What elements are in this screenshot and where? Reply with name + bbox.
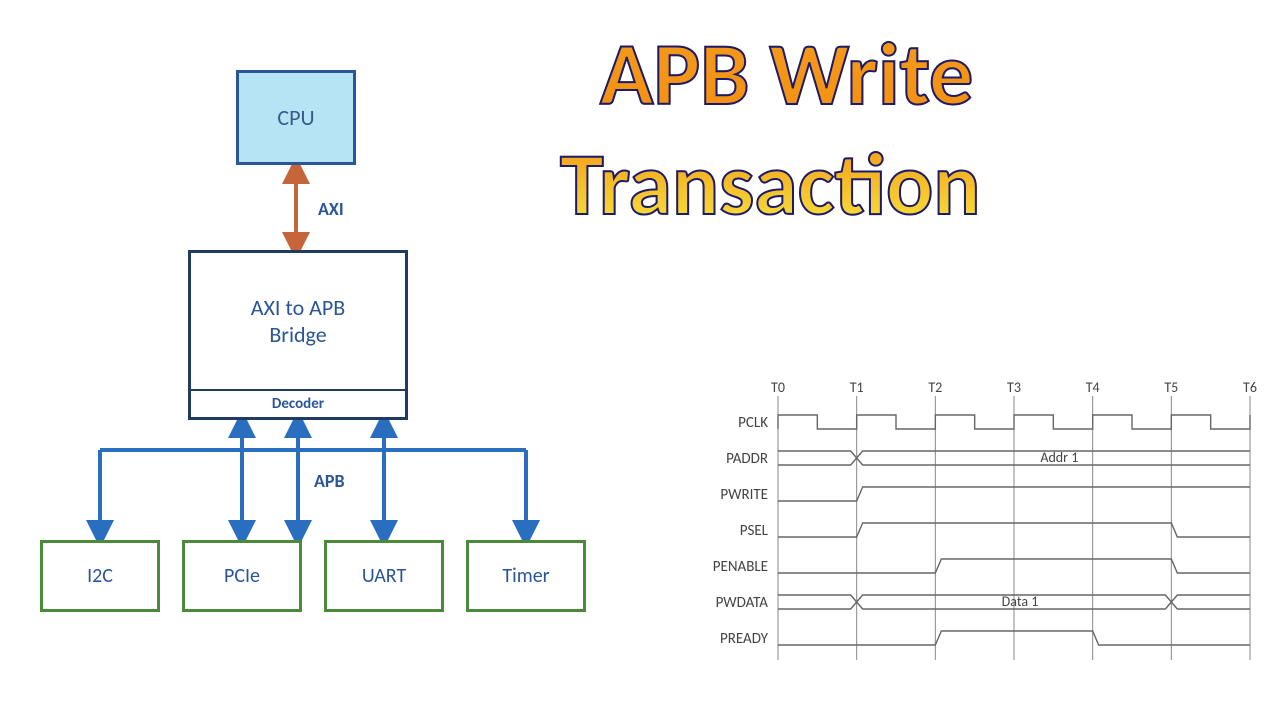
svg-text:PCLK: PCLK xyxy=(738,414,768,432)
block-diagram: CPU AXI AXI to APB Bridge Decoder APB I2… xyxy=(40,70,630,690)
svg-text:T2: T2 xyxy=(928,379,942,396)
bridge-label: AXI to APB Bridge xyxy=(191,253,405,389)
svg-text:T3: T3 xyxy=(1007,379,1021,396)
svg-text:PENABLE: PENABLE xyxy=(713,558,768,576)
axi-label: AXI xyxy=(318,198,344,220)
bridge-node: AXI to APB Bridge Decoder xyxy=(188,250,408,420)
periph-i2c: I2C xyxy=(40,540,160,612)
svg-text:T4: T4 xyxy=(1086,379,1100,396)
decoder-label: Decoder xyxy=(191,389,405,417)
cpu-node: CPU xyxy=(236,70,356,165)
svg-text:PADDR: PADDR xyxy=(726,450,768,468)
svg-text:PREADY: PREADY xyxy=(720,630,769,648)
title-line1: APB Write xyxy=(600,30,973,118)
svg-text:Addr 1: Addr 1 xyxy=(1040,449,1078,466)
periph-timer: Timer xyxy=(466,540,586,612)
svg-text:T6: T6 xyxy=(1243,379,1257,396)
periph-uart: UART xyxy=(324,540,444,612)
apb-label: APB xyxy=(314,470,345,492)
svg-text:PWDATA: PWDATA xyxy=(716,594,769,612)
svg-text:Data 1: Data 1 xyxy=(1002,593,1039,610)
svg-text:T0: T0 xyxy=(771,379,785,396)
timing-diagram: T0 T1 T2 T3 T4 T5 T6 PCLK PADDR Addr 1 PWRITE PSEL P… xyxy=(690,380,1260,690)
svg-text:T5: T5 xyxy=(1164,379,1178,396)
periph-pcie: PCIe xyxy=(182,540,302,612)
svg-text:T1: T1 xyxy=(850,379,864,396)
cpu-label: CPU xyxy=(277,104,314,131)
svg-text:PSEL: PSEL xyxy=(740,522,769,540)
svg-text:PWRITE: PWRITE xyxy=(720,486,768,504)
